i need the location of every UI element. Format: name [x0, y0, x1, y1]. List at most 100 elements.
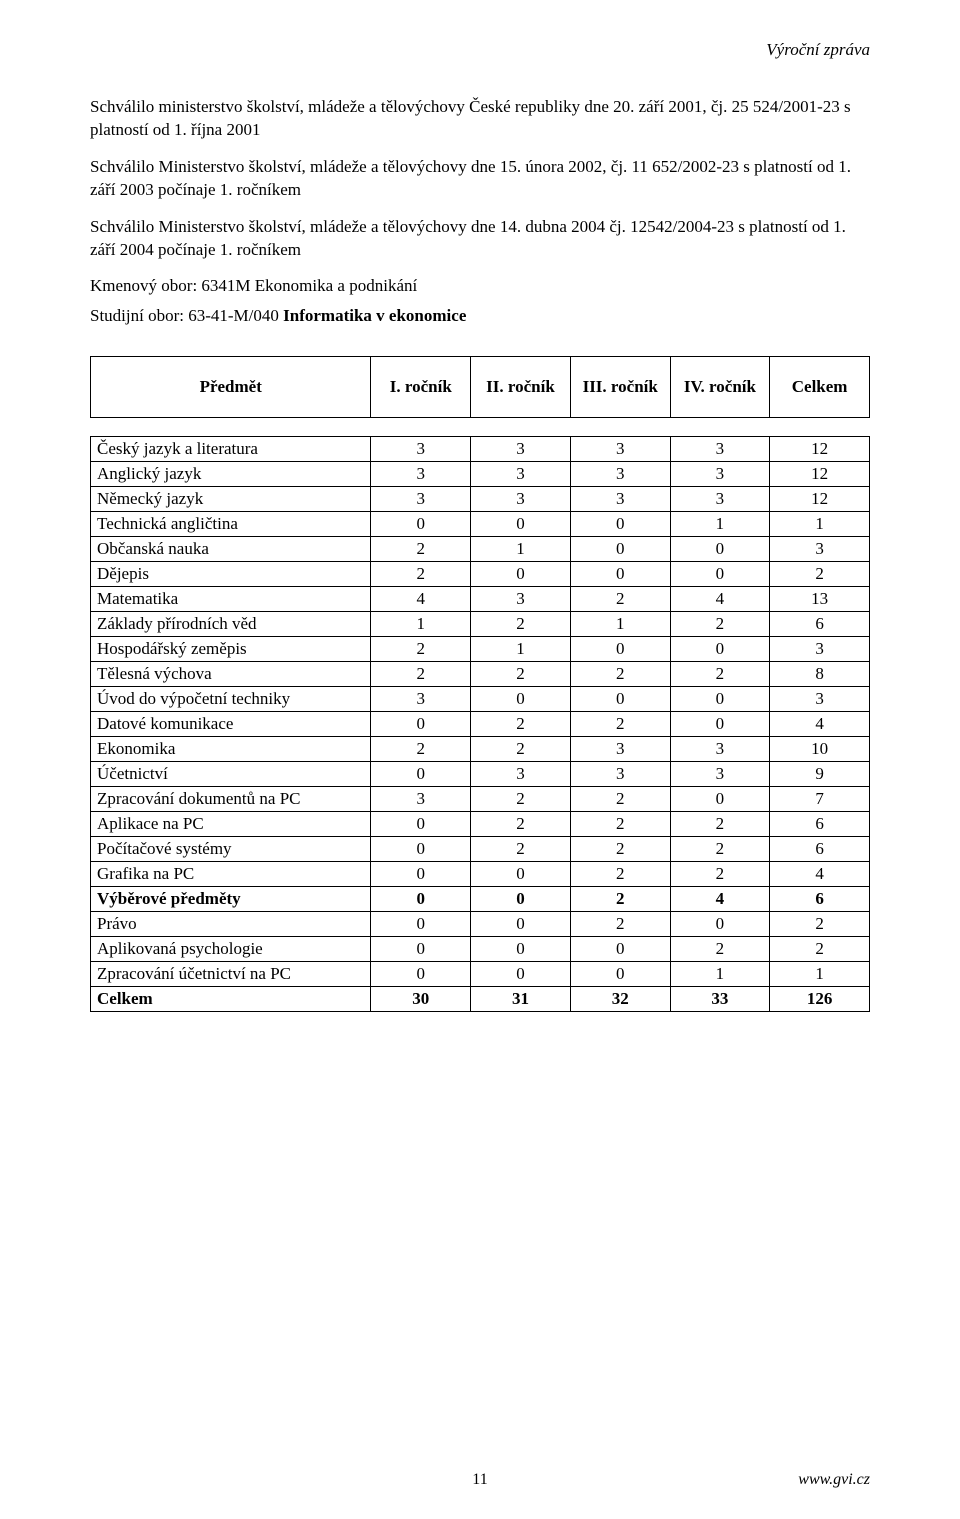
subject-cell: Hospodářský zeměpis [91, 636, 371, 661]
value-cell: 0 [371, 511, 471, 536]
value-cell: 1 [371, 611, 471, 636]
value-cell: 1 [471, 636, 571, 661]
value-cell: 6 [770, 811, 870, 836]
value-cell: 0 [471, 886, 571, 911]
value-cell: 30 [371, 986, 471, 1011]
table-row: Ekonomika223310 [91, 736, 870, 761]
value-cell: 12 [770, 461, 870, 486]
value-cell: 2 [670, 936, 770, 961]
table-spacer-row [91, 417, 870, 436]
value-cell: 3 [371, 486, 471, 511]
value-cell: 0 [570, 511, 670, 536]
value-cell: 3 [371, 786, 471, 811]
table-row: Český jazyk a literatura333312 [91, 436, 870, 461]
value-cell: 2 [471, 711, 571, 736]
value-cell: 2 [471, 836, 571, 861]
value-cell: 4 [371, 586, 471, 611]
col-header-year1: I. ročník [371, 356, 471, 417]
value-cell: 0 [570, 636, 670, 661]
table-row: Výběrové předměty00246 [91, 886, 870, 911]
value-cell: 4 [770, 711, 870, 736]
value-cell: 0 [471, 861, 571, 886]
approval-paragraph-2: Schválilo Ministerstvo školství, mládeže… [90, 156, 870, 202]
value-cell: 12 [770, 436, 870, 461]
subject-cell: Počítačové systémy [91, 836, 371, 861]
subject-cell: Matematika [91, 586, 371, 611]
value-cell: 2 [570, 861, 670, 886]
subject-cell: Celkem [91, 986, 371, 1011]
value-cell: 1 [770, 961, 870, 986]
value-cell: 3 [670, 736, 770, 761]
value-cell: 0 [670, 711, 770, 736]
value-cell: 7 [770, 786, 870, 811]
subject-cell: Zpracování účetnictví na PC [91, 961, 371, 986]
subject-cell: Základy přírodních věd [91, 611, 371, 636]
value-cell: 1 [570, 611, 670, 636]
value-cell: 2 [770, 911, 870, 936]
table-row: Právo00202 [91, 911, 870, 936]
table-row: Úvod do výpočetní techniky30003 [91, 686, 870, 711]
table-row: Účetnictví03339 [91, 761, 870, 786]
subject-cell: Aplikace na PC [91, 811, 371, 836]
col-header-subject: Předmět [91, 356, 371, 417]
table-row: Aplikace na PC02226 [91, 811, 870, 836]
value-cell: 2 [471, 611, 571, 636]
value-cell: 3 [770, 636, 870, 661]
study-field-name: Informatika v ekonomice [283, 306, 466, 325]
approval-paragraph-3: Schválilo Ministerstvo školství, mládeže… [90, 216, 870, 262]
value-cell: 0 [670, 536, 770, 561]
page-number: 11 [90, 1471, 870, 1489]
subject-cell: Úvod do výpočetní techniky [91, 686, 371, 711]
value-cell: 12 [770, 486, 870, 511]
col-header-total: Celkem [770, 356, 870, 417]
subject-cell: Anglický jazyk [91, 461, 371, 486]
value-cell: 0 [371, 911, 471, 936]
footer-site: www.gvi.cz [798, 1471, 870, 1489]
table-row: Tělesná výchova22228 [91, 661, 870, 686]
value-cell: 2 [670, 811, 770, 836]
value-cell: 10 [770, 736, 870, 761]
value-cell: 6 [770, 611, 870, 636]
value-cell: 1 [770, 511, 870, 536]
col-header-year4: IV. ročník [670, 356, 770, 417]
value-cell: 1 [471, 536, 571, 561]
col-header-year2: II. ročník [471, 356, 571, 417]
page-footer: 11 www.gvi.cz [90, 1471, 870, 1489]
value-cell: 2 [770, 561, 870, 586]
value-cell: 0 [570, 936, 670, 961]
subject-cell: Účetnictví [91, 761, 371, 786]
value-cell: 0 [371, 761, 471, 786]
value-cell: 3 [570, 736, 670, 761]
value-cell: 3 [570, 486, 670, 511]
study-field-line: Studijní obor: 63-41-M/040 Informatika v… [90, 306, 870, 326]
value-cell: 2 [570, 586, 670, 611]
value-cell: 2 [371, 536, 471, 561]
table-row: Zpracování účetnictví na PC00011 [91, 961, 870, 986]
table-row: Celkem30313233126 [91, 986, 870, 1011]
approval-paragraph-1: Schválilo ministerstvo školství, mládeže… [90, 96, 870, 142]
value-cell: 4 [770, 861, 870, 886]
value-cell: 0 [570, 686, 670, 711]
value-cell: 2 [570, 786, 670, 811]
value-cell: 2 [471, 786, 571, 811]
subject-cell: Německý jazyk [91, 486, 371, 511]
table-row: Datové komunikace02204 [91, 711, 870, 736]
core-field-line: Kmenový obor: 6341M Ekonomika a podnikán… [90, 276, 870, 296]
value-cell: 31 [471, 986, 571, 1011]
value-cell: 0 [670, 911, 770, 936]
value-cell: 3 [670, 436, 770, 461]
value-cell: 0 [670, 636, 770, 661]
value-cell: 4 [670, 886, 770, 911]
value-cell: 126 [770, 986, 870, 1011]
value-cell: 3 [570, 461, 670, 486]
value-cell: 6 [770, 886, 870, 911]
value-cell: 3 [770, 536, 870, 561]
value-cell: 0 [371, 861, 471, 886]
value-cell: 1 [670, 961, 770, 986]
value-cell: 0 [471, 961, 571, 986]
table-row: Matematika432413 [91, 586, 870, 611]
value-cell: 8 [770, 661, 870, 686]
table-row: Grafika na PC00224 [91, 861, 870, 886]
value-cell: 0 [471, 686, 571, 711]
value-cell: 4 [670, 586, 770, 611]
